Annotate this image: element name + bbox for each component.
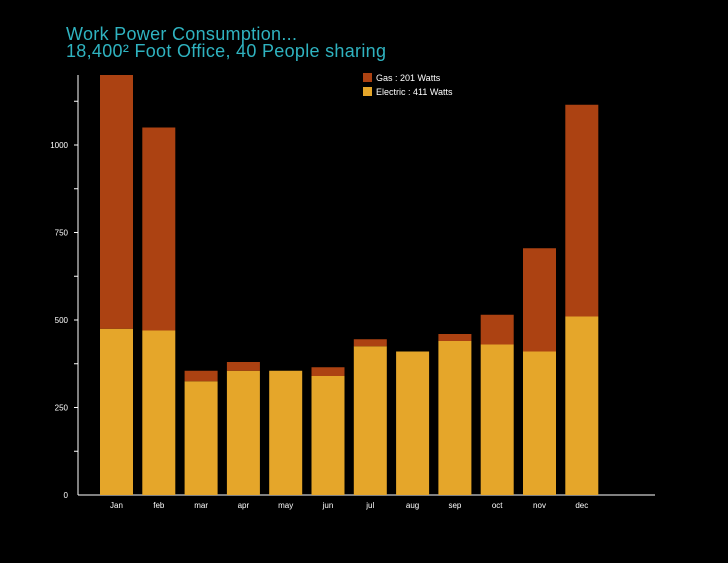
bar-gas-apr [226,362,260,371]
x-tick-label-jan: Jan [110,501,123,510]
bar-gas-sep [438,334,472,341]
x-tick-label-may: may [278,501,293,510]
bar-electric-feb [142,330,176,495]
y-tick-label: 250 [55,404,69,413]
x-tick-label-feb: feb [153,501,165,510]
bar-electric-aug [396,351,430,495]
x-tick-label-aug: aug [406,501,419,510]
legend-label-electric: Electric : 411 Watts [376,87,453,97]
x-tick-label-mar: mar [194,501,208,510]
bars [100,75,599,495]
legend: Gas : 201 Watts Electric : 411 Watts [363,73,453,97]
bar-electric-may [269,370,303,495]
bar-gas-feb [142,127,176,331]
legend-label-gas: Gas : 201 Watts [376,73,441,83]
bar-electric-dec [565,316,599,495]
y-tick-label: 1000 [50,141,68,150]
x-tick-label-apr: apr [238,501,250,510]
bar-gas-dec [565,104,599,317]
bar-gas-jun [311,367,345,376]
x-tick-label-sep: sep [448,501,461,510]
bar-electric-jan [100,328,133,495]
x-tick-label-jun: jun [322,501,334,510]
y-tick-label: 0 [64,491,69,500]
x-tick-label-nov: nov [533,501,546,510]
chart-title-line-1: Work Power Consumption... [66,24,298,44]
bar-electric-jun [311,376,345,495]
bar-gas-nov [523,248,556,352]
axes: 0 250 500 750 1000 Jan feb mar apr may jun jul aug se… [50,75,655,510]
x-tick-label-jul: jul [365,501,374,510]
bar-electric-oct [480,344,514,495]
bar-electric-nov [523,351,556,495]
bar-gas-jan [100,75,133,329]
bar-gas-mar [184,370,218,382]
chart-title-line-2: 18,400² Foot Office, 40 People sharing [66,41,387,61]
legend-swatch-gas [363,73,372,82]
bar-gas-oct [480,314,514,345]
bar-electric-mar [184,381,218,495]
bar-electric-jul [353,346,387,495]
legend-swatch-electric [363,87,372,96]
y-tick-label: 500 [55,316,69,325]
bar-electric-apr [226,370,260,495]
x-tick-label-oct: oct [492,501,503,510]
bar-electric-sep [438,341,472,495]
bar-gas-jul [353,339,387,347]
x-tick-label-dec: dec [575,501,588,510]
y-tick-label: 750 [55,229,69,238]
